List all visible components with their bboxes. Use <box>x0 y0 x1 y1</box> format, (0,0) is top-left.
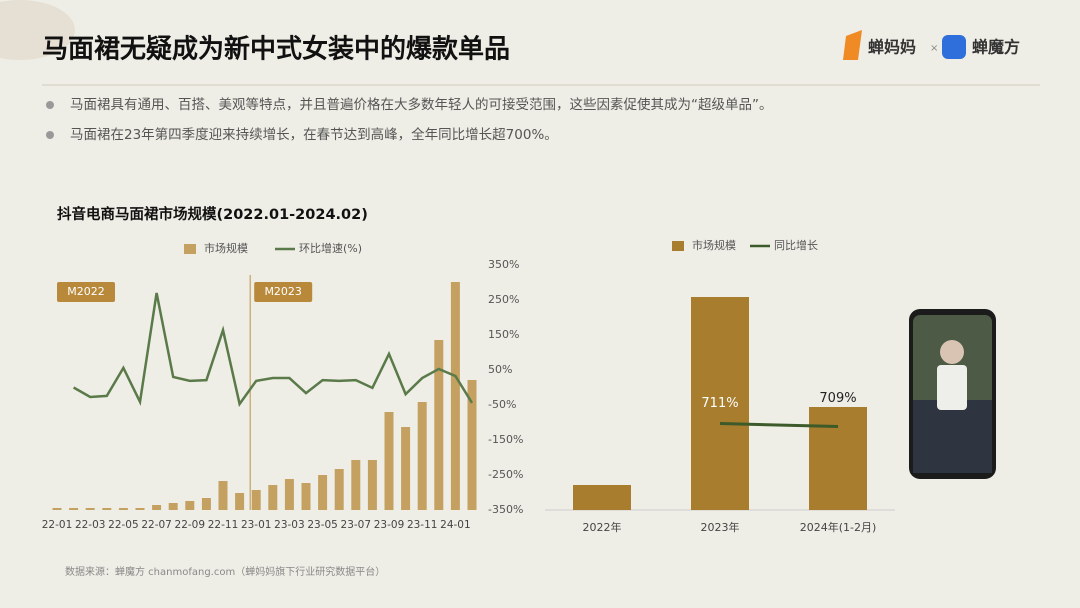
bar <box>152 505 162 510</box>
annotation: M2022 <box>67 285 105 298</box>
bar <box>367 460 377 510</box>
y2-tick-label: -350% <box>488 503 523 516</box>
bar <box>334 469 344 510</box>
y2-tick-label: 50% <box>488 363 512 376</box>
bar <box>809 407 867 510</box>
x-tick-label: 23-03 <box>274 519 305 531</box>
phone-screen-image <box>913 400 992 473</box>
y2-tick-label: 350% <box>488 258 519 271</box>
bullet-dot <box>46 131 54 139</box>
bar <box>467 380 477 510</box>
bar <box>251 490 261 510</box>
logo: 蝉妈妈 <box>868 38 916 57</box>
bar <box>185 501 195 510</box>
x-tick-label: 23-01 <box>241 519 272 531</box>
legend-label: 市场规模 <box>204 241 248 255</box>
y2-tick-label: -150% <box>488 433 523 446</box>
x-tick-label: 22-09 <box>175 519 206 531</box>
line <box>72 292 474 407</box>
bar <box>284 479 294 510</box>
bar <box>168 503 178 510</box>
source: 数据来源：蝉魔方 chanmofang.com（蝉妈妈旗下行业研究数据平台） <box>65 565 385 578</box>
bar <box>102 508 112 510</box>
bullet: 马面裙在23年第四季度迎来持续增长，在春节达到高峰，全年同比增长超700%。 <box>70 126 558 143</box>
y2-tick-label: -250% <box>488 468 523 481</box>
bar <box>301 483 311 510</box>
phone-screen-image <box>940 340 964 364</box>
logo-icon <box>942 35 966 59</box>
y2-tick-label: 150% <box>488 328 519 341</box>
logo-separator: × <box>930 43 938 54</box>
y2-tick-label: -50% <box>488 398 516 411</box>
x-tick-label: 23-11 <box>407 519 438 531</box>
bar <box>691 297 749 510</box>
chart-title: 抖音电商马面裙市场规模(2022.01-2024.02) <box>57 205 368 223</box>
bar <box>318 475 328 510</box>
bar <box>417 402 427 510</box>
slide-title: 马面裙无疑成为新中式女装中的爆款单品 <box>42 34 510 65</box>
decoration <box>0 0 75 60</box>
bar <box>218 481 228 510</box>
bullet: 马面裙具有通用、百搭、美观等特点，并且普遍价格在大多数年轻人的可接受范围，这些因… <box>70 96 773 113</box>
legend-label: 市场规模 <box>692 238 736 252</box>
bar <box>401 427 411 510</box>
x-tick-label: 22-07 <box>141 519 172 531</box>
x-tick-label: 23-07 <box>341 519 372 531</box>
annotation: M2023 <box>264 285 302 298</box>
bar <box>434 340 444 510</box>
legend-swatch <box>672 241 684 251</box>
data-label: 709% <box>819 391 856 406</box>
bar <box>69 508 79 510</box>
logo-icon <box>843 30 862 60</box>
x-tick-label: 22-05 <box>108 519 139 531</box>
x-tick-label: 22-01 <box>42 519 73 531</box>
bar <box>118 508 128 510</box>
bar <box>351 460 361 510</box>
x-tick-label: 23-09 <box>374 519 405 531</box>
x-tick-label: 22-11 <box>208 519 239 531</box>
x-tick-label: 2023年 <box>701 520 740 534</box>
y2-tick-label: 250% <box>488 293 519 306</box>
bar <box>52 508 62 510</box>
x-tick-label: 24-01 <box>440 519 471 531</box>
bar <box>235 493 245 510</box>
legend-swatch <box>184 244 196 254</box>
bar <box>450 282 460 510</box>
bar <box>573 485 631 510</box>
phone-screen-image <box>937 365 967 410</box>
bar <box>268 485 278 510</box>
annotation-box <box>57 282 115 302</box>
annotation-box <box>254 282 313 302</box>
data-label: 711% <box>701 396 738 411</box>
x-tick-label: 2024年(1-2月) <box>800 520 877 534</box>
bullet-dot <box>46 101 54 109</box>
legend-label: 环比增速(%) <box>299 241 362 255</box>
x-tick-label: 2022年 <box>583 520 622 534</box>
x-tick-label: 22-03 <box>75 519 106 531</box>
bar <box>85 508 95 510</box>
bar <box>135 508 145 510</box>
line <box>719 422 839 428</box>
x-tick-label: 23-05 <box>307 519 338 531</box>
logo: 蝉魔方 <box>972 38 1020 57</box>
legend-label: 同比增长 <box>774 238 818 252</box>
bar <box>384 412 394 510</box>
bar <box>201 498 211 510</box>
